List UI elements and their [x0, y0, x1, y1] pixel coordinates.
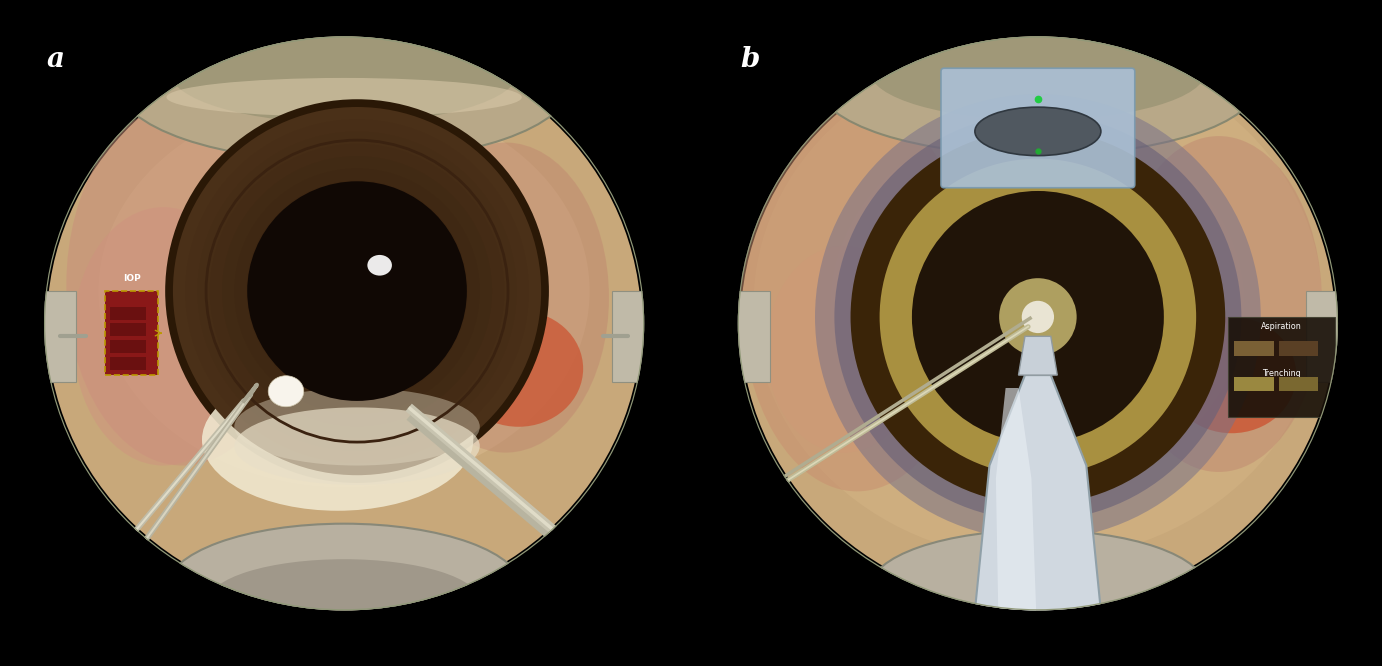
Bar	[612, 291, 644, 382]
Ellipse shape	[368, 255, 392, 276]
Bar	[105, 291, 158, 375]
Circle shape	[258, 193, 455, 390]
Ellipse shape	[166, 523, 522, 653]
Circle shape	[166, 99, 549, 483]
Circle shape	[246, 180, 467, 402]
Ellipse shape	[170, 20, 518, 123]
Circle shape	[247, 181, 467, 401]
Text: b: b	[741, 46, 760, 73]
Ellipse shape	[209, 559, 480, 643]
Ellipse shape	[98, 95, 590, 488]
Bar	[111, 357, 145, 370]
Circle shape	[296, 230, 419, 352]
Circle shape	[198, 132, 517, 451]
Ellipse shape	[741, 39, 1335, 607]
Circle shape	[235, 168, 480, 414]
Ellipse shape	[228, 198, 460, 384]
Circle shape	[333, 266, 381, 316]
Ellipse shape	[545, 569, 654, 653]
Polygon shape	[1019, 336, 1057, 375]
Circle shape	[1021, 301, 1054, 333]
Circle shape	[223, 156, 492, 426]
Ellipse shape	[453, 310, 583, 427]
Bar	[1229, 317, 1335, 417]
Circle shape	[835, 113, 1241, 520]
Bar	[1234, 377, 1274, 391]
Ellipse shape	[268, 376, 304, 407]
Bar	[111, 340, 145, 353]
Circle shape	[321, 254, 394, 328]
Bar	[44, 291, 76, 382]
Circle shape	[173, 107, 542, 476]
Bar	[1306, 291, 1338, 382]
Ellipse shape	[869, 23, 1206, 120]
Bar	[1278, 342, 1317, 356]
Text: a: a	[47, 46, 65, 73]
FancyBboxPatch shape	[941, 68, 1135, 188]
Circle shape	[850, 130, 1226, 504]
Circle shape	[308, 242, 406, 340]
Ellipse shape	[974, 107, 1101, 156]
Text: Trenching: Trenching	[1262, 369, 1300, 378]
Ellipse shape	[66, 104, 299, 466]
Circle shape	[185, 119, 529, 463]
Text: IOP: IOP	[123, 274, 141, 282]
Circle shape	[210, 144, 504, 438]
Bar	[738, 291, 770, 382]
Ellipse shape	[1115, 136, 1323, 472]
Bar	[111, 324, 145, 336]
Ellipse shape	[235, 408, 480, 485]
Circle shape	[999, 278, 1077, 356]
Polygon shape	[970, 375, 1106, 659]
Ellipse shape	[163, 147, 525, 436]
Circle shape	[912, 191, 1164, 443]
Ellipse shape	[818, 13, 1258, 155]
Ellipse shape	[869, 530, 1206, 647]
Ellipse shape	[741, 104, 973, 492]
Circle shape	[815, 94, 1260, 540]
Ellipse shape	[47, 39, 641, 607]
Ellipse shape	[235, 388, 480, 466]
Ellipse shape	[73, 207, 254, 466]
Ellipse shape	[753, 48, 1323, 560]
Circle shape	[271, 205, 444, 377]
Text: Aspiration: Aspiration	[1262, 322, 1302, 331]
Ellipse shape	[1166, 317, 1296, 433]
Ellipse shape	[561, 587, 625, 626]
Bar	[1234, 342, 1274, 356]
Ellipse shape	[202, 369, 473, 511]
Bar	[1278, 377, 1317, 391]
Polygon shape	[996, 388, 1038, 659]
Bar	[111, 306, 145, 320]
Ellipse shape	[831, 118, 1245, 490]
Ellipse shape	[402, 143, 609, 453]
Ellipse shape	[166, 78, 522, 117]
Circle shape	[344, 279, 369, 304]
Ellipse shape	[767, 246, 922, 453]
Circle shape	[283, 218, 431, 365]
Circle shape	[879, 159, 1197, 476]
Ellipse shape	[117, 7, 571, 162]
